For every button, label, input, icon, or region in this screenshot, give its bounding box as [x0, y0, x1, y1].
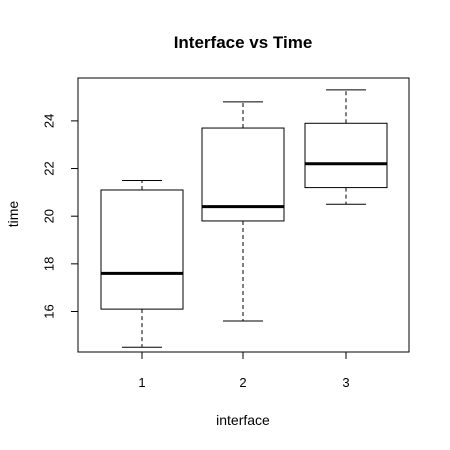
- y-tick-label: 24: [41, 114, 56, 128]
- chart-title: Interface vs Time: [174, 33, 313, 52]
- box-3: [305, 90, 387, 204]
- y-tick-label: 18: [41, 257, 56, 271]
- iqr-box: [101, 190, 183, 309]
- x-axis-label: interface: [216, 412, 270, 428]
- iqr-box: [305, 123, 387, 187]
- x-tick-label: 3: [342, 375, 349, 390]
- x-tick-label: 2: [239, 375, 246, 390]
- boxes-group: [101, 90, 387, 347]
- x-axis: 1 2 3: [138, 352, 349, 390]
- y-axis-label: time: [5, 201, 21, 228]
- y-tick-label: 20: [41, 209, 56, 223]
- y-tick-label: 16: [41, 304, 56, 318]
- y-tick-label: 22: [41, 161, 56, 175]
- box-2: [202, 102, 284, 321]
- box-1: [101, 180, 183, 347]
- y-axis: 16 18 20 22 24: [41, 114, 78, 319]
- x-tick-label: 1: [138, 375, 145, 390]
